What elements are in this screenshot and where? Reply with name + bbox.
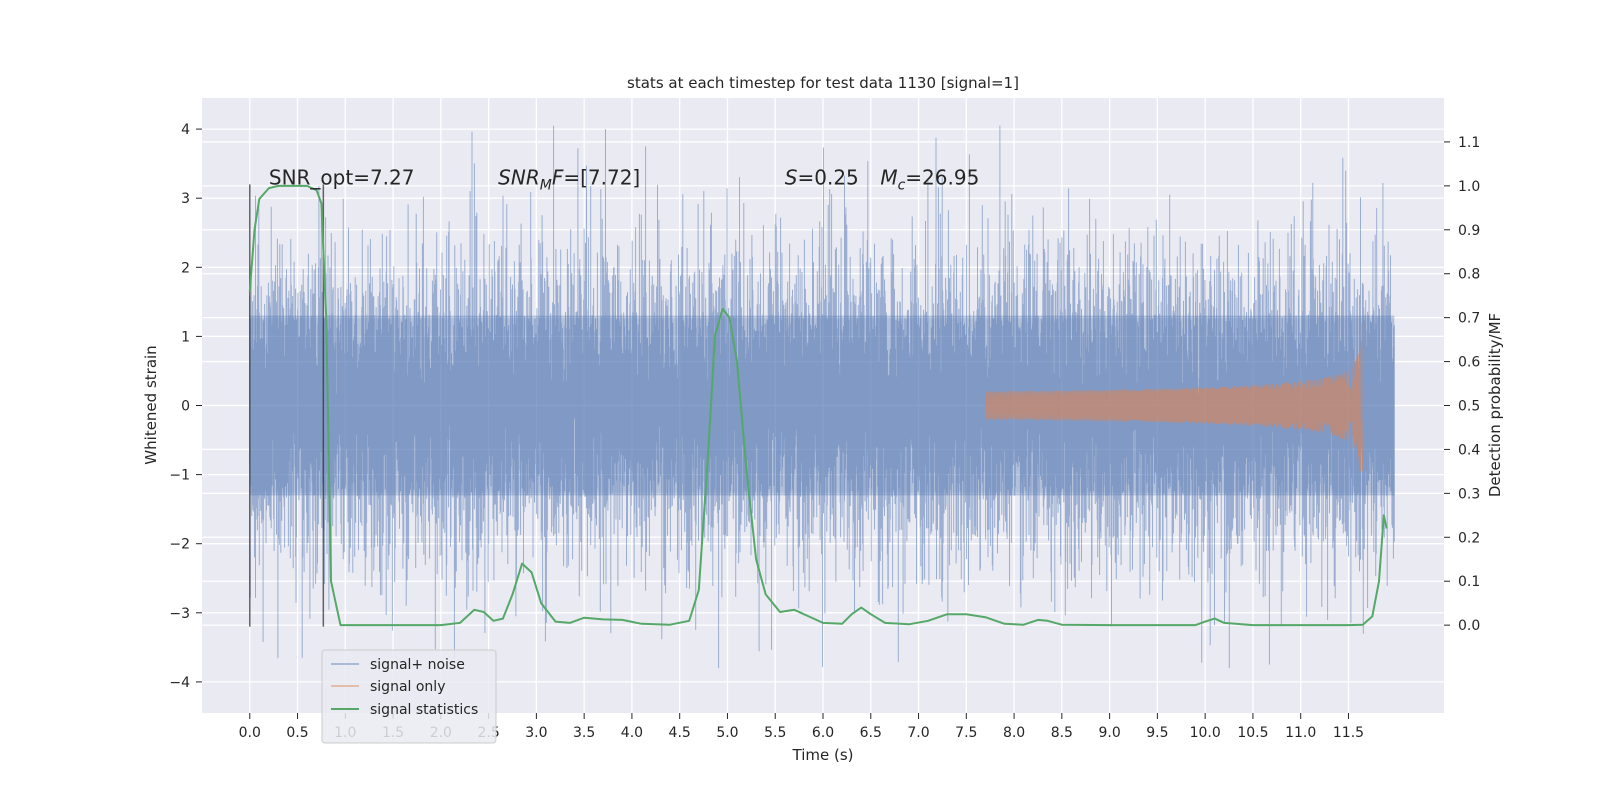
x-tick-label: 5.0 xyxy=(716,725,738,741)
y-tick-label: −1 xyxy=(169,468,190,484)
y-tick-label: −3 xyxy=(169,606,190,622)
y2-tick-label: 0.1 xyxy=(1458,574,1480,590)
x-tick-label: 11.0 xyxy=(1285,725,1316,741)
y2-tick-label: 1.0 xyxy=(1458,179,1480,195)
y-tick-label: 1 xyxy=(181,329,190,345)
x-tick-label: 8.0 xyxy=(1003,725,1025,741)
annotation-snr-mf: SNRMF=[7.72] xyxy=(498,165,640,193)
annotation-main: S xyxy=(785,165,798,189)
y2-tick-label: 0.2 xyxy=(1458,530,1480,546)
y-tick-label: 2 xyxy=(181,260,190,276)
statistics-line xyxy=(248,184,1388,627)
x-tick-label: 4.0 xyxy=(621,725,643,741)
y-tick-label: −4 xyxy=(169,675,190,691)
annotation-s-value: S=0.25 xyxy=(785,165,859,189)
series-signal-only xyxy=(984,323,1364,473)
annotation-value: F=[7.72] xyxy=(552,165,640,189)
y2-tick-label: 0.7 xyxy=(1458,311,1480,327)
y2-tick-label: 0.9 xyxy=(1458,223,1480,239)
x-tick-label: 3.0 xyxy=(525,725,547,741)
legend: signal+ noise signal only signal statist… xyxy=(321,649,497,744)
x-tick-label: 9.5 xyxy=(1146,725,1168,741)
y-tick-label: −2 xyxy=(169,537,190,553)
x-tick-label: 7.0 xyxy=(907,725,929,741)
annotation-value: =26.95 xyxy=(905,165,979,189)
x-tick-label: 4.5 xyxy=(669,725,691,741)
annotation-main: M xyxy=(880,165,897,189)
y2-tick-label: 0.5 xyxy=(1458,399,1480,415)
y2-tick-label: 0.0 xyxy=(1458,618,1480,634)
legend-label-noise: signal+ noise xyxy=(370,657,465,673)
y-tick-label: 0 xyxy=(181,399,190,415)
annotation-mc-value: Mc=26.95 xyxy=(880,165,979,193)
x-tick-label: 9.0 xyxy=(1098,725,1120,741)
x-tick-label: 0.5 xyxy=(286,725,308,741)
x-tick-label: 10.5 xyxy=(1237,725,1268,741)
series-signal-statistics xyxy=(248,184,1388,627)
y-axis-label: Whitened strain xyxy=(142,345,160,464)
x-tick-label: 3.5 xyxy=(573,725,595,741)
annotations: SNR_opt=7.27 SNRMF=[7.72] S=0.25 Mc=26.95 xyxy=(269,165,979,193)
y2-tick-label: 0.3 xyxy=(1458,486,1480,502)
x-tick-label: 6.5 xyxy=(860,725,882,741)
annotation-main: SNR_opt=7.27 xyxy=(269,165,415,189)
legend-label-statistics: signal statistics xyxy=(370,702,478,718)
x-tick-label: 6.0 xyxy=(812,725,834,741)
x-tick-label: 0.0 xyxy=(239,725,261,741)
signal-chirp xyxy=(984,323,1364,473)
x-tick-label: 10.0 xyxy=(1190,725,1221,741)
x-tick-label: 7.5 xyxy=(955,725,977,741)
annotation-subscript: M xyxy=(540,177,552,193)
y-tick-label: 4 xyxy=(181,122,190,138)
y2-tick-label: 0.6 xyxy=(1458,355,1480,371)
x-tick-label: 11.5 xyxy=(1333,725,1364,741)
x-tick-label: 8.5 xyxy=(1051,725,1073,741)
x-axis-label: Time (s) xyxy=(792,746,854,764)
legend-box xyxy=(321,649,497,744)
x-tick-label: 5.5 xyxy=(764,725,786,741)
y-tick-label: 3 xyxy=(181,191,190,207)
y2-tick-label: 1.1 xyxy=(1458,135,1480,151)
y2-axis-label: Detection probability/MF xyxy=(1486,313,1504,497)
chart-title: stats at each timestep for test data 113… xyxy=(627,74,1019,92)
y2-tick-label: 0.8 xyxy=(1458,267,1480,283)
y2-tick-label: 0.4 xyxy=(1458,442,1480,458)
axis-ticks: 0.00.51.01.52.02.53.03.54.04.55.05.56.06… xyxy=(169,122,1480,741)
annotation-value: =0.25 xyxy=(797,165,858,189)
annotation-main: SNR xyxy=(498,165,540,189)
legend-label-signal: signal only xyxy=(370,679,445,695)
annotation-snr-opt: SNR_opt=7.27 xyxy=(269,165,415,189)
annotation-subscript: c xyxy=(898,177,906,193)
